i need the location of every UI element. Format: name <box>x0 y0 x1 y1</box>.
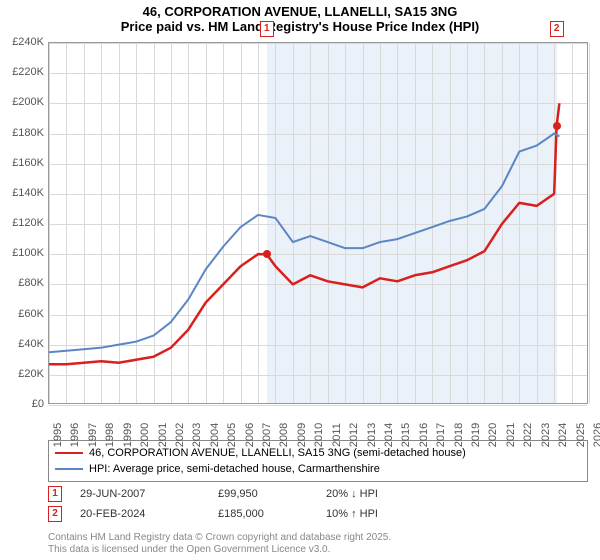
y-tick-label: £40K <box>2 338 44 350</box>
y-tick-label: £0 <box>2 398 44 410</box>
transaction-marker: 1 <box>260 21 274 37</box>
series-hpi <box>49 134 559 353</box>
y-tick-label: £60K <box>2 308 44 320</box>
y-tick-label: £120K <box>2 217 44 229</box>
y-tick-label: £100K <box>2 247 44 259</box>
x-tick-label: 2013 <box>366 423 378 447</box>
x-tick-label: 2005 <box>226 423 238 447</box>
x-tick-label: 1997 <box>87 423 99 447</box>
y-tick-label: £140K <box>2 187 44 199</box>
x-tick-label: 2011 <box>331 423 343 447</box>
x-tick-label: 1996 <box>69 423 81 447</box>
attribution-line1: Contains HM Land Registry data © Crown c… <box>48 532 391 544</box>
attribution: Contains HM Land Registry data © Crown c… <box>48 532 391 556</box>
transaction-delta: 20% ↓ HPI <box>326 488 588 500</box>
x-tick-label: 1999 <box>122 423 134 447</box>
transaction-index-box: 1 <box>48 486 62 502</box>
gridline-h <box>49 405 587 406</box>
x-tick-label: 2008 <box>278 423 290 447</box>
x-tick-label: 2023 <box>540 423 552 447</box>
x-tick-label: 2000 <box>139 423 151 447</box>
x-tick-label: 2003 <box>191 423 203 447</box>
x-tick-label: 2018 <box>453 423 465 447</box>
x-tick-label: 2015 <box>400 423 412 447</box>
legend-swatch <box>55 452 83 454</box>
transaction-index-box: 2 <box>48 506 62 522</box>
transaction-dot <box>263 250 271 258</box>
x-tick-label: 2026 <box>592 423 600 447</box>
x-tick-label: 2019 <box>470 423 482 447</box>
y-tick-label: £80K <box>2 277 44 289</box>
gridline-v <box>589 43 590 403</box>
y-tick-label: £180K <box>2 127 44 139</box>
chart-svg <box>49 43 589 405</box>
title-line2: Price paid vs. HM Land Registry's House … <box>0 19 600 34</box>
x-tick-label: 2006 <box>244 423 256 447</box>
y-tick-label: £240K <box>2 36 44 48</box>
legend-row: 46, CORPORATION AVENUE, LLANELLI, SA15 3… <box>55 445 581 461</box>
x-tick-label: 2016 <box>418 423 430 447</box>
x-tick-label: 2012 <box>348 423 360 447</box>
series-price_paid <box>49 103 559 364</box>
legend-label: HPI: Average price, semi-detached house,… <box>89 461 380 477</box>
transaction-delta: 10% ↑ HPI <box>326 508 588 520</box>
x-tick-label: 2002 <box>174 423 186 447</box>
transaction-date: 29-JUN-2007 <box>80 488 200 500</box>
x-tick-label: 2021 <box>505 423 517 447</box>
y-tick-label: £220K <box>2 66 44 78</box>
x-tick-label: 1998 <box>104 423 116 447</box>
transaction-price: £99,950 <box>218 488 308 500</box>
attribution-line2: This data is licensed under the Open Gov… <box>48 544 391 556</box>
x-tick-label: 1995 <box>52 423 64 447</box>
transaction-row: 2 20-FEB-2024 £185,000 10% ↑ HPI <box>48 506 588 522</box>
x-tick-label: 2001 <box>157 423 169 447</box>
x-tick-label: 2020 <box>487 423 499 447</box>
legend-swatch <box>55 468 83 470</box>
x-tick-label: 2004 <box>209 423 221 447</box>
x-tick-label: 2022 <box>522 423 534 447</box>
y-tick-label: £160K <box>2 157 44 169</box>
title-line1: 46, CORPORATION AVENUE, LLANELLI, SA15 3… <box>0 0 600 19</box>
transaction-dot <box>553 122 561 130</box>
x-tick-label: 2017 <box>435 423 447 447</box>
chart-plot-area: 12 <box>48 42 588 404</box>
legend-label: 46, CORPORATION AVENUE, LLANELLI, SA15 3… <box>89 445 466 461</box>
transaction-marker: 2 <box>550 21 564 37</box>
legend-row: HPI: Average price, semi-detached house,… <box>55 461 581 477</box>
x-tick-label: 2009 <box>296 423 308 447</box>
y-tick-label: £200K <box>2 96 44 108</box>
transaction-date: 20-FEB-2024 <box>80 508 200 520</box>
y-tick-label: £20K <box>2 368 44 380</box>
x-tick-label: 2014 <box>383 423 395 447</box>
x-tick-label: 2007 <box>261 423 273 447</box>
transaction-price: £185,000 <box>218 508 308 520</box>
x-tick-label: 2010 <box>313 423 325 447</box>
x-tick-label: 2024 <box>557 423 569 447</box>
transaction-row: 1 29-JUN-2007 £99,950 20% ↓ HPI <box>48 486 588 502</box>
x-tick-label: 2025 <box>575 423 587 447</box>
